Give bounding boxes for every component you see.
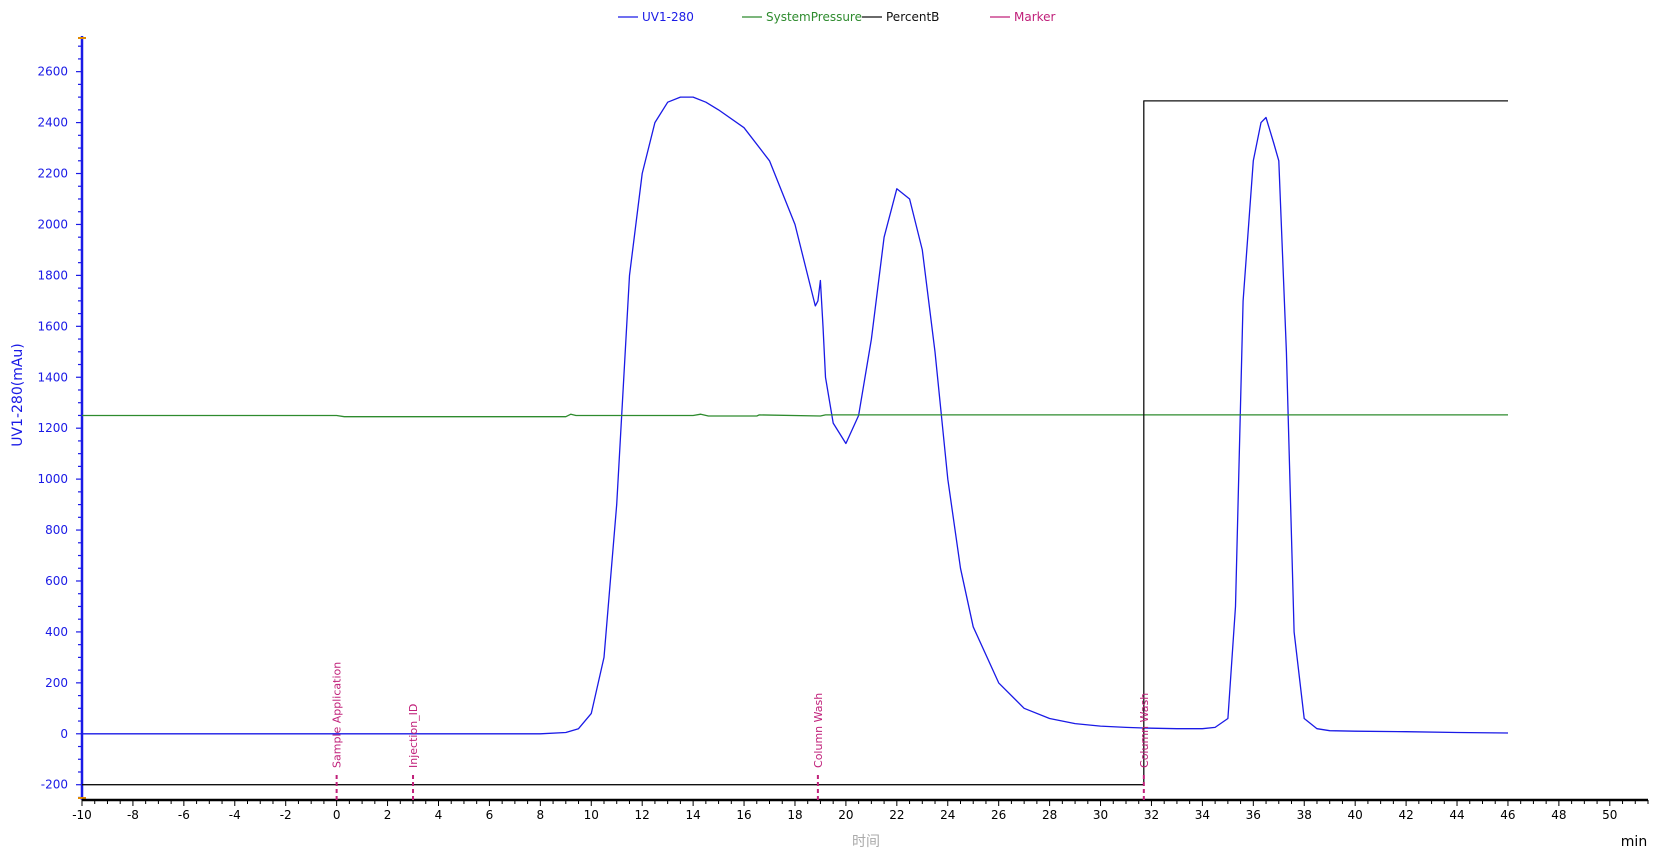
x-tick-label: 26 bbox=[991, 808, 1006, 822]
x-axis: -10 -8 -6 -4 -2 0 2 4 6 8 10 12 14 16 18 20 22 24 26 28 30 32… bbox=[72, 798, 1649, 822]
x-tick-label: -4 bbox=[229, 808, 241, 822]
x-tick-label: 44 bbox=[1449, 808, 1464, 822]
y-tick-label: 1800 bbox=[37, 268, 68, 282]
y-tick-label: 1000 bbox=[37, 472, 68, 486]
y-tick-label: 1600 bbox=[37, 319, 68, 333]
y-tick-label: 2600 bbox=[37, 65, 68, 79]
x-tick-label: 16 bbox=[736, 808, 751, 822]
legend-label: PercentB bbox=[886, 10, 939, 24]
x-tick-label: 8 bbox=[537, 808, 545, 822]
y-tick-label: 800 bbox=[45, 523, 68, 537]
x-tick-label: 12 bbox=[635, 808, 650, 822]
x-axis-title: 时间 bbox=[852, 834, 880, 850]
x-tick-label: -6 bbox=[178, 808, 190, 822]
marker-label: Column Wash bbox=[812, 693, 825, 768]
y-axis-title: UV1-280(mAu) bbox=[10, 343, 26, 447]
x-tick-label: 28 bbox=[1042, 808, 1057, 822]
x-axis-unit: min bbox=[1621, 834, 1647, 850]
y-tick-label: -200 bbox=[41, 778, 68, 792]
marker-label: Column Wash bbox=[1138, 693, 1151, 768]
y-tick-label: 200 bbox=[45, 676, 68, 690]
y-tick-label: 2400 bbox=[37, 116, 68, 130]
series-layer bbox=[82, 96, 1509, 786]
x-tick-label: 14 bbox=[685, 808, 700, 822]
marker-label: Injection_ID bbox=[407, 704, 420, 768]
x-tick-label: 0 bbox=[333, 808, 341, 822]
y-axis: -200 0 200 400 600 800 1000 1200 1400 1600 1800 200… bbox=[37, 36, 86, 800]
x-tick-label: 50 bbox=[1602, 808, 1617, 822]
x-tick-label: 36 bbox=[1246, 808, 1261, 822]
y-tick-label: 1200 bbox=[37, 421, 68, 435]
x-tick-label: 40 bbox=[1348, 808, 1363, 822]
legend: UV1-280 SystemPressure PercentB Marker bbox=[618, 10, 1056, 24]
y-tick-label: 2200 bbox=[37, 167, 68, 181]
x-tick-label: -10 bbox=[72, 808, 92, 822]
x-tick-label: -8 bbox=[127, 808, 139, 822]
y-tick-label: 0 bbox=[60, 727, 68, 741]
x-tick-label: 24 bbox=[940, 808, 955, 822]
x-tick-label: 4 bbox=[435, 808, 443, 822]
marker-label: Sample Application bbox=[331, 662, 344, 768]
legend-label: Marker bbox=[1014, 10, 1056, 24]
x-tick-label: 46 bbox=[1500, 808, 1515, 822]
marker-layer: Sample Application Injection_ID Column Was… bbox=[331, 662, 1151, 800]
x-tick-label: 2 bbox=[384, 808, 392, 822]
legend-label: SystemPressure bbox=[766, 10, 862, 24]
y-tick-label: 400 bbox=[45, 625, 68, 639]
x-tick-label: 20 bbox=[838, 808, 853, 822]
y-tick-label: 1400 bbox=[37, 370, 68, 384]
legend-label: UV1-280 bbox=[642, 10, 694, 24]
x-tick-label: 32 bbox=[1144, 808, 1159, 822]
series-percentb bbox=[82, 100, 1508, 786]
series-uv1-280 bbox=[82, 96, 1509, 735]
x-tick-label: 10 bbox=[584, 808, 599, 822]
x-tick-label: 42 bbox=[1398, 808, 1413, 822]
x-tick-label: 38 bbox=[1297, 808, 1312, 822]
x-tick-label: -2 bbox=[280, 808, 292, 822]
x-tick-label: 34 bbox=[1195, 808, 1210, 822]
x-tick-label: 22 bbox=[889, 808, 904, 822]
x-tick-label: 30 bbox=[1093, 808, 1108, 822]
x-tick-label: 48 bbox=[1551, 808, 1566, 822]
y-tick-label: 600 bbox=[45, 574, 68, 588]
y-tick-label: 2000 bbox=[37, 217, 68, 231]
x-tick-label: 18 bbox=[787, 808, 802, 822]
x-tick-label: 6 bbox=[486, 808, 494, 822]
series-systempressure bbox=[82, 413, 1508, 418]
